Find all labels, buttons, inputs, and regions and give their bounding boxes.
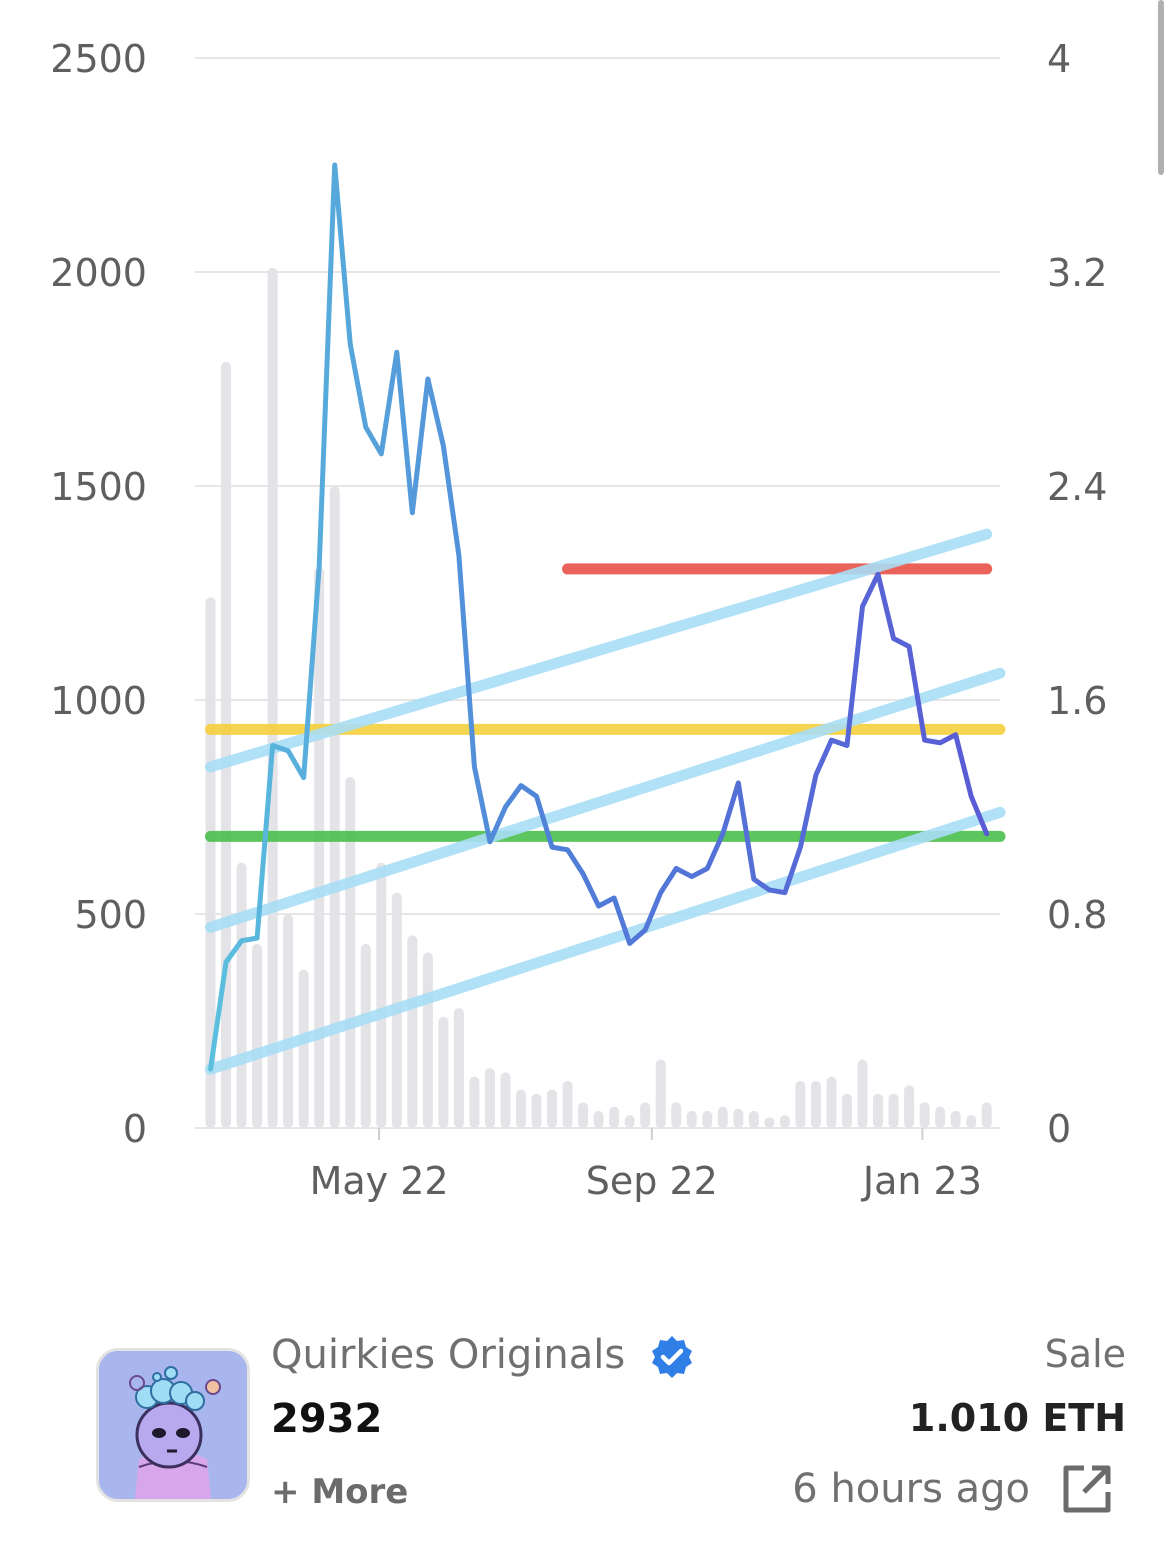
left-axis-tick-label: 500: [74, 893, 147, 937]
volume-bar: [484, 1068, 495, 1128]
volume-bar: [562, 1080, 573, 1128]
left-axis-tick-label: 0: [123, 1107, 147, 1151]
volume-bar: [329, 486, 340, 1128]
volume-bar: [407, 935, 418, 1128]
volume-bar: [779, 1115, 790, 1128]
volume-bar: [593, 1110, 604, 1128]
volume-bar: [252, 943, 263, 1128]
quirkie-avatar-image: [99, 1351, 247, 1499]
right-axis-tick-label: 1.6: [1047, 679, 1107, 723]
volume-bar: [345, 777, 356, 1128]
volume-bar: [376, 862, 387, 1128]
volume-bar: [686, 1110, 697, 1128]
volume-bar: [500, 1072, 511, 1128]
scrollbar[interactable]: [1158, 0, 1164, 175]
more-button[interactable]: + More: [271, 1472, 409, 1512]
volume-bar: [717, 1106, 728, 1128]
volume-bar: [841, 1093, 852, 1128]
volume-bar: [422, 952, 433, 1128]
volume-bar: [236, 862, 247, 1128]
volume-bar: [733, 1108, 744, 1128]
right-axis-tick-label: 2.4: [1047, 465, 1107, 509]
volume-bar: [283, 914, 294, 1128]
right-axis-tick-label: 4: [1047, 37, 1071, 81]
right-axis-tick-label: 0: [1047, 1107, 1071, 1151]
volume-bar: [873, 1093, 884, 1128]
volume-bar: [298, 969, 309, 1128]
volume-bar: [221, 361, 232, 1128]
volume-bar: [578, 1102, 589, 1128]
verified-badge-icon: [652, 1336, 692, 1378]
nft-thumbnail[interactable]: [96, 1348, 250, 1502]
sale-price: 1.010 ETH: [908, 1396, 1126, 1440]
trend-annotation-line: [205, 806, 1006, 1075]
collection-name[interactable]: Quirkies Originals: [271, 1332, 626, 1378]
volume-bar: [857, 1059, 868, 1128]
volume-bar: [360, 943, 371, 1128]
left-axis-tick-label: 2500: [50, 37, 147, 81]
x-axis-tick-label: May 22: [310, 1159, 449, 1203]
volume-bar: [935, 1106, 946, 1128]
volume-bar: [453, 1008, 464, 1128]
volume-bar: [655, 1059, 666, 1128]
sale-card[interactable]: Quirkies Originals 2932 + More Sale 1.01…: [96, 1330, 1126, 1530]
external-link-icon[interactable]: [1060, 1462, 1114, 1516]
volume-bar: [764, 1117, 775, 1128]
left-axis-tick-label: 1500: [50, 465, 147, 509]
right-axis-tick-label: 0.8: [1047, 893, 1107, 937]
volume-bar: [810, 1080, 821, 1128]
volume-bar: [671, 1102, 682, 1128]
x-axis-tick-label: Jan 23: [861, 1159, 982, 1203]
trend-annotation-line: [205, 667, 1006, 933]
volume-bar: [624, 1115, 635, 1128]
volume-bar: [609, 1106, 620, 1128]
volume-bar: [438, 1016, 449, 1128]
volume-bar: [981, 1102, 992, 1128]
volume-bar: [640, 1102, 651, 1128]
volume-bar: [950, 1110, 961, 1128]
volume-bar: [888, 1093, 899, 1128]
price-line: [208, 162, 990, 1072]
volume-bar: [795, 1080, 806, 1128]
left-axis-tick-label: 1000: [50, 679, 147, 723]
price-volume-chart: 0 0 500 0.8 1000 1.6 1500 2.4 2000 3.2 2500 4 May 22…: [50, 37, 1107, 1203]
right-axis-tick-label: 3.2: [1047, 251, 1107, 295]
token-id: 2932: [271, 1396, 383, 1442]
trend-annotation-line: [205, 528, 993, 773]
sale-label: Sale: [1044, 1332, 1126, 1376]
volume-bar: [469, 1076, 480, 1128]
volume-bar: [531, 1093, 542, 1128]
volume-bar: [748, 1110, 759, 1128]
volume-bar: [826, 1076, 837, 1128]
left-axis-tick-label: 2000: [50, 251, 147, 295]
price-series-line: [208, 162, 990, 1072]
volume-bar: [515, 1089, 526, 1128]
volume-bar: [314, 567, 325, 1128]
volume-bar: [904, 1085, 915, 1128]
x-axis-tick-label: Sep 22: [586, 1159, 718, 1203]
annotation-lines: [205, 528, 1006, 1075]
volume-bar: [702, 1110, 713, 1128]
axis-labels: 0 0 500 0.8 1000 1.6 1500 2.4 2000 3.2 2500 4 May 22…: [50, 37, 1107, 1203]
volume-bar: [966, 1115, 977, 1128]
volume-bar: [547, 1089, 558, 1128]
sale-time: 6 hours ago: [792, 1466, 1030, 1512]
volume-bar: [919, 1102, 930, 1128]
volume-bar: [267, 267, 278, 1129]
